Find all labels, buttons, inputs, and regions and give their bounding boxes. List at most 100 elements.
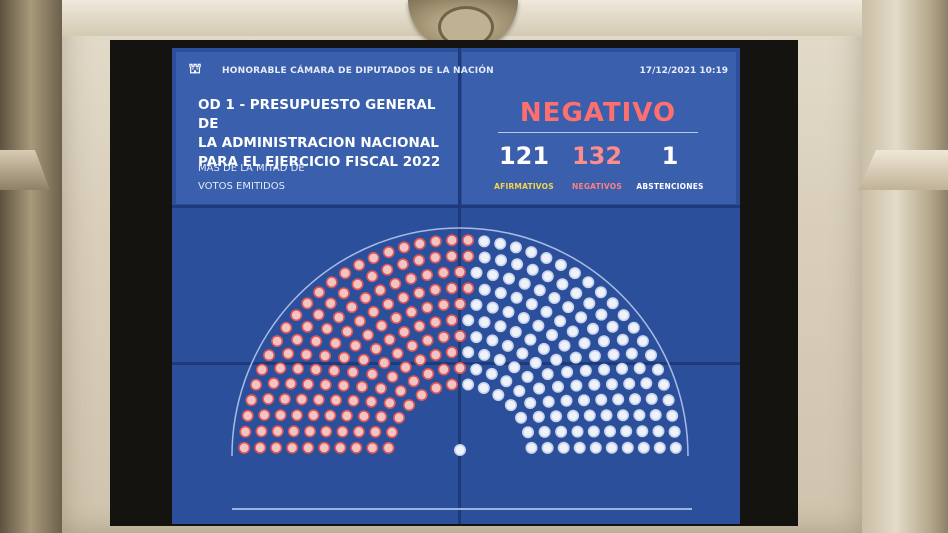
seat-negative (271, 425, 284, 438)
seat-affirmative (550, 353, 563, 366)
seat-affirmative (556, 278, 569, 291)
seat-affirmative (561, 366, 574, 379)
seat-negative (302, 378, 315, 391)
seat-negative (359, 292, 372, 305)
seat-affirmative (589, 441, 602, 454)
seat-negative (279, 393, 292, 406)
seat-affirmative (597, 335, 610, 348)
seat-affirmative (588, 349, 601, 362)
seat-affirmative (636, 335, 649, 348)
seat-negative (421, 301, 434, 314)
seat-negative (274, 409, 287, 422)
seat-negative (258, 409, 271, 422)
seat-negative (397, 291, 410, 304)
seat-negative (287, 425, 300, 438)
seat-negative (413, 287, 426, 300)
seat-affirmative (540, 251, 553, 264)
seat-affirmative (616, 409, 629, 422)
seat-negative (405, 306, 418, 319)
seat-negative (399, 361, 412, 374)
seat-affirmative (504, 399, 517, 412)
seat-negative (386, 426, 399, 439)
seat-negative (369, 425, 382, 438)
seat-affirmative (537, 342, 550, 355)
seat-negative (453, 362, 466, 375)
seat-affirmative (478, 251, 491, 264)
seat-negative (394, 385, 407, 398)
seat-negative (366, 441, 379, 454)
seat-negative (421, 334, 434, 347)
seat-affirmative (668, 425, 681, 438)
seat-affirmative (586, 322, 599, 335)
seat-negative (340, 409, 353, 422)
seat-affirmative (575, 311, 588, 324)
seat-affirmative (521, 370, 534, 383)
seat-negative (274, 362, 287, 375)
seat-negative (445, 346, 458, 359)
seat-negative (320, 425, 333, 438)
majority-requirement: MÁS DE LA MITAD DE VOTOS EMITIDOS (198, 160, 398, 196)
seat-affirmative (494, 254, 507, 267)
seat-affirmative (526, 263, 539, 276)
seat-negative (245, 394, 258, 407)
seat-affirmative (555, 425, 568, 438)
seat-affirmative (508, 361, 521, 374)
seat-affirmative (525, 298, 538, 311)
seat-negative (382, 441, 395, 454)
seat-negative (390, 312, 403, 325)
seat-negative (437, 298, 450, 311)
seat-negative (270, 441, 283, 454)
seat-affirmative (651, 363, 664, 376)
seat-affirmative (615, 362, 628, 375)
seat-affirmative (532, 410, 545, 423)
seat-affirmative (540, 305, 553, 318)
seat-affirmative (640, 377, 653, 390)
seat-affirmative (494, 237, 507, 250)
seat-negative (341, 325, 354, 338)
seat-affirmative (478, 316, 491, 329)
seat-negative (437, 331, 450, 344)
seat-affirmative (545, 329, 558, 342)
screen-seam (172, 205, 740, 208)
seat-affirmative (486, 268, 499, 281)
seat-affirmative (620, 425, 633, 438)
seat-affirmative (606, 320, 619, 333)
seat-affirmative (570, 287, 583, 300)
seat-affirmative (500, 375, 513, 388)
seat-affirmative (470, 363, 483, 376)
seat-presidency (453, 444, 466, 457)
seat-affirmative (628, 393, 641, 406)
seat-negative (437, 266, 450, 279)
motion-title-line: PARA EL EJERCICIO FISCAL 2022 (198, 154, 441, 170)
seat-negative (330, 394, 343, 407)
seat-negative (286, 441, 299, 454)
seat-negative (292, 362, 305, 375)
seat-affirmative (598, 363, 611, 376)
seat-negative (338, 351, 351, 364)
seat-negative (398, 326, 411, 339)
seat-negative (310, 335, 323, 348)
right-cornice (858, 150, 948, 190)
seat-affirmative (524, 397, 537, 410)
seat-affirmative (462, 314, 475, 327)
seat-negative (271, 335, 284, 348)
seat-negative (282, 347, 295, 360)
seat-negative (267, 377, 280, 390)
vote-datetime: 17/12/2021 10:19 (639, 66, 728, 76)
seat-affirmative (603, 425, 616, 438)
seat-affirmative (548, 292, 561, 305)
seat-affirmative (607, 348, 620, 361)
seat-affirmative (494, 287, 507, 300)
left-pillar (0, 0, 62, 533)
seat-affirmative (582, 276, 595, 289)
seat-negative (321, 322, 334, 335)
seat-affirmative (669, 441, 682, 454)
seat-affirmative (652, 425, 665, 438)
seat-affirmative (627, 321, 640, 334)
affirmative-label: AFIRMATIVOS (494, 182, 554, 191)
abstention-label: ABSTENCIONES (636, 182, 704, 191)
affirmative-count: 121 (498, 142, 550, 170)
seat-affirmative (513, 385, 526, 398)
seat-affirmative (578, 337, 591, 350)
seat-negative (405, 272, 418, 285)
